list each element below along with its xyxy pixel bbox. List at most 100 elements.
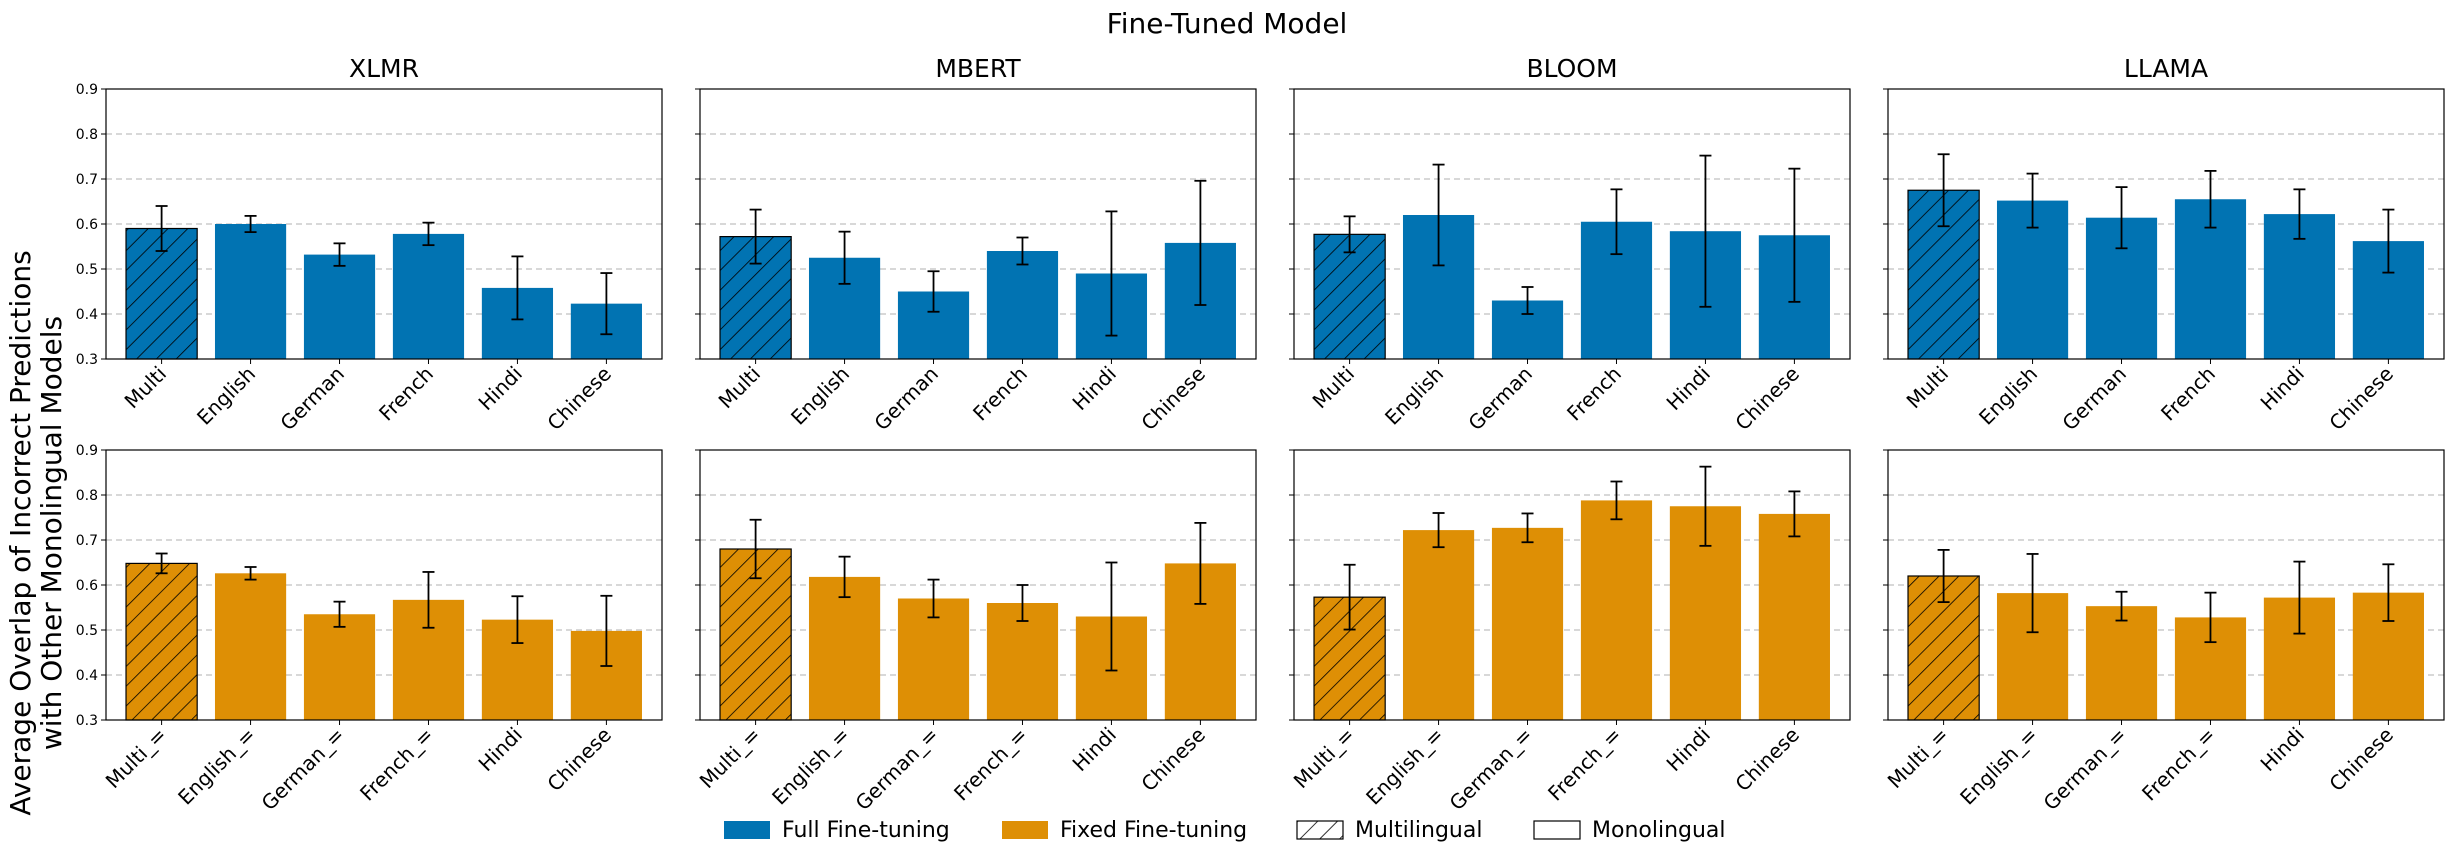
bar — [1402, 530, 1475, 720]
panel-6: Multi_= English_=German_= French_= Hindi Chi… — [695, 449, 1257, 816]
error-bar — [333, 600, 346, 628]
x-tick-label: English — [786, 362, 854, 430]
error-bar — [749, 518, 762, 580]
legend-swatch-outline — [1533, 820, 1581, 840]
error-bar — [2293, 560, 2306, 635]
error-bar — [2293, 188, 2306, 240]
error-bar — [1610, 480, 1623, 521]
error-bar — [1788, 490, 1801, 538]
bar — [1491, 527, 1564, 720]
legend-swatch — [724, 821, 770, 839]
panel-title: MBERT — [935, 54, 1021, 83]
y-tick-label: 0.4 — [76, 668, 98, 684]
chart-panels: Multi English German French Hindi Chinese0.30… — [76, 54, 2445, 816]
y-tick-label: 0.7 — [76, 533, 98, 549]
x-tick-label: German_= — [851, 723, 944, 816]
error-bar — [1788, 167, 1801, 303]
bar — [986, 603, 1059, 720]
bar — [808, 576, 881, 720]
x-tick-label: Multi — [1902, 362, 1954, 414]
x-tick-label: Hindi — [1068, 723, 1121, 776]
error-bar — [2382, 208, 2395, 274]
error-bar — [1343, 563, 1356, 631]
error-bar — [600, 272, 613, 336]
x-tick-label: French_= — [355, 723, 438, 806]
error-bar — [511, 255, 524, 321]
x-tick-label: French_= — [949, 723, 1032, 806]
legend-swatch — [1534, 821, 1580, 839]
x-tick-label: French_= — [2137, 723, 2220, 806]
error-bar — [927, 578, 940, 619]
x-tick-label: Multi_= — [101, 723, 171, 793]
error-bar — [1699, 465, 1712, 547]
figure-ylabel-line1: Average Overlap of Incorrect Predictions — [4, 250, 37, 815]
x-tick-label: Hindi — [1662, 723, 1715, 776]
chart-legend: Full Fine-tuning Fixed Fine-tuning Multili… — [724, 818, 1726, 843]
panel-title: LLAMA — [2124, 54, 2208, 83]
legend-entry-fixed: Fixed Fine-tuning — [1002, 818, 1247, 843]
bar — [986, 251, 1059, 359]
bar-hatch — [1313, 233, 1386, 360]
x-tick-label: Chinese — [1136, 362, 1209, 435]
bar — [2085, 606, 2158, 720]
x-tick-label: Multi — [1308, 362, 1360, 414]
y-tick-label: 0.5 — [76, 262, 98, 278]
error-bar — [1432, 512, 1445, 549]
figure-ylabel-line2: with Other Monolingual Models — [35, 316, 68, 750]
panel-frame — [1887, 449, 2445, 721]
x-tick-label: German_= — [257, 723, 350, 816]
legend-label: Multilingual — [1355, 818, 1482, 843]
error-bar — [749, 208, 762, 265]
x-tick-label: Chinese — [1730, 723, 1803, 796]
error-bar — [1432, 163, 1445, 267]
panel-frame — [1293, 88, 1851, 360]
error-bar — [2026, 553, 2039, 634]
x-tick-label: Hindi — [474, 723, 527, 776]
error-bar — [1343, 215, 1356, 254]
y-tick-label: 0.9 — [76, 82, 98, 98]
legend-swatch-hatch — [1296, 820, 1344, 840]
error-bar — [1610, 188, 1623, 256]
y-tick-label: 0.8 — [76, 488, 98, 504]
legend-label: Fixed Fine-tuning — [1060, 818, 1247, 843]
x-tick-label: Chinese — [542, 362, 615, 435]
x-tick-label: German — [1463, 362, 1537, 436]
panel-1: Multi English German French Hindi Chinese 0.3 0… — [76, 54, 663, 435]
bar-hatch — [125, 562, 198, 721]
x-tick-label: French_= — [1543, 723, 1626, 806]
error-bar — [155, 205, 168, 252]
error-bar — [1937, 153, 1950, 228]
x-tick-label: French — [374, 362, 438, 426]
legend-entry-full: Full Fine-tuning — [724, 818, 950, 843]
x-tick-label: Hindi — [1068, 362, 1121, 415]
x-tick-label: Chinese — [542, 723, 615, 796]
panel-title: XLMR — [349, 54, 419, 83]
panel-7: Multi_= English_=German_= French_= Hindi Chi… — [1289, 449, 1851, 815]
error-bar — [155, 552, 168, 575]
x-tick-label: Multi_= — [1883, 723, 1953, 793]
legend-label: Monolingual — [1592, 818, 1726, 843]
error-bar — [2115, 590, 2128, 622]
error-bar — [2026, 172, 2039, 229]
panel-frame — [105, 449, 663, 721]
x-tick-label: Hindi — [1662, 362, 1715, 415]
panel-frame — [105, 88, 663, 360]
legend-entry-hatch: Multilingual — [1296, 818, 1482, 843]
x-tick-label: German_= — [2039, 723, 2132, 816]
x-tick-label: English — [192, 362, 260, 430]
y-tick-label: 0.7 — [76, 172, 98, 188]
bar — [214, 573, 287, 720]
legend-swatch — [1002, 821, 1048, 839]
panel-2: Multi English German French Hindi Chinese MBER… — [695, 54, 1257, 435]
error-bar — [422, 571, 435, 629]
panel-5: Multi_= English_=German_= French_= Hindi Chi… — [76, 443, 663, 816]
y-tick-label: 0.5 — [76, 623, 98, 639]
error-bar — [1105, 210, 1118, 337]
x-tick-label: Chinese — [1730, 362, 1803, 435]
error-bar — [1521, 512, 1534, 544]
x-tick-label: French — [2156, 362, 2220, 426]
x-tick-label: English — [1974, 362, 2042, 430]
error-bar — [2204, 591, 2217, 644]
error-bar — [333, 242, 346, 267]
